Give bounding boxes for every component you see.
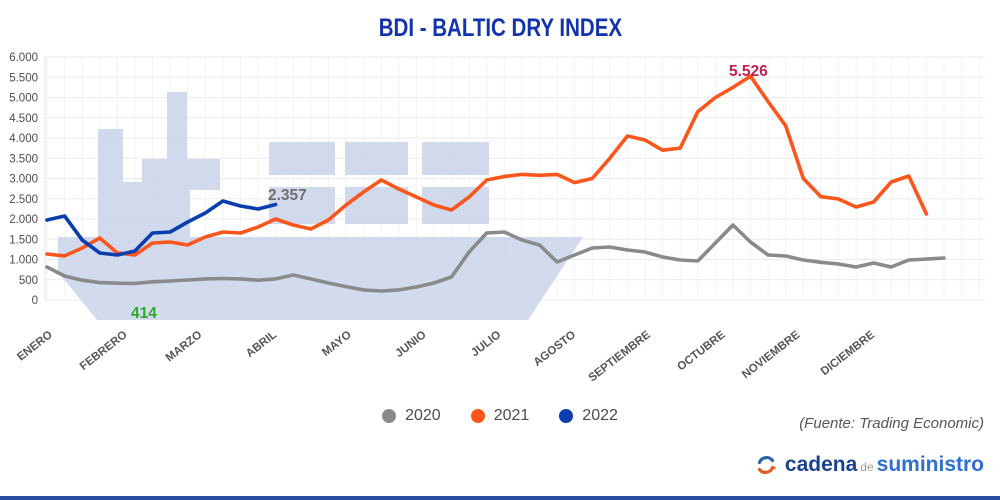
y-axis-tick-label: 2.500: [9, 194, 38, 206]
series-line-2022: [45, 199, 278, 257]
legend: 2020 2021 2022: [0, 407, 1000, 425]
x-axis-tick-label: SEPTIEMBRE: [587, 329, 654, 385]
title-wrap: BDI - BALTIC DRY INDEX: [0, 14, 1000, 43]
legend-label-2022: 2022: [582, 407, 618, 424]
x-axis-tick-label: DICIEMBRE: [819, 329, 877, 378]
legend-item-2021[interactable]: 2021: [470, 407, 530, 425]
y-axis-tick-label: 3.500: [9, 153, 38, 165]
y-axis-tick-label: 5.000: [9, 93, 38, 105]
x-axis-tick-label: MAYO: [320, 329, 354, 359]
annotation-5.526: 5.526: [729, 63, 768, 80]
logo-text-cadena: cadena: [784, 453, 858, 476]
x-axis-tick-label: FEBRERO: [78, 329, 130, 373]
y-axis-tick-label: 500: [19, 275, 38, 287]
logo-text-de: de: [860, 460, 874, 474]
y-axis-tick-label: 6.000: [9, 52, 38, 64]
legend-item-2022[interactable]: 2022: [559, 407, 618, 425]
x-axis-tick-label: JUNIO: [394, 329, 429, 360]
y-axis: 0 500 1.000 1.500 2.000 2.500 3.000 3.500 4.000 4…: [9, 52, 38, 307]
x-axis-tick-label: ENERO: [15, 329, 55, 364]
ship-bridge-tower: [98, 129, 123, 237]
ship-container: [345, 187, 408, 224]
y-axis-tick-label: 1.000: [9, 255, 38, 267]
legend-item-2020[interactable]: 2020: [382, 407, 441, 425]
x-axis-tick-label: ABRIL: [244, 329, 279, 360]
ship-container: [422, 142, 489, 175]
logo-text-suministro: suministro: [876, 453, 984, 476]
legend-dot-2020: [382, 409, 397, 423]
chart-title: BDI - BALTIC DRY INDEX: [378, 14, 622, 42]
source-note: (Fuente: Trading Economic): [799, 415, 984, 432]
x-axis: ENERO FEBRERO MARZO ABRIL MAYO JUNIO JULIO AGOS…: [15, 329, 877, 385]
ship-bridge-deck: [142, 159, 220, 190]
ship-container: [345, 142, 408, 175]
annotation-414: 414: [131, 305, 157, 322]
series-line-2021: [45, 74, 929, 258]
ship-container: [269, 142, 335, 175]
x-axis-tick-label: MARZO: [164, 329, 205, 364]
refresh-circle-icon: [757, 456, 776, 474]
x-axis-tick-label: NOVIEMBRE: [740, 329, 803, 382]
x-axis-tick-label: JULIO: [469, 329, 503, 359]
annotation-2.357: 2.357: [268, 187, 307, 204]
ship-bridge-step: [123, 182, 142, 237]
ship-watermark: [58, 92, 583, 320]
ship-bridge-lower: [142, 190, 190, 237]
x-axis-tick-label: AGOSTO: [532, 329, 579, 369]
series-line-2020: [45, 223, 946, 293]
legend-dot-2022: [559, 409, 574, 423]
y-axis-tick-label: 4.500: [9, 113, 38, 125]
x-axis-tick-label: OCTUBRE: [675, 329, 727, 374]
bottom-accent-bar: [0, 496, 1000, 500]
y-axis-tick-label: 4.000: [9, 133, 38, 145]
ship-hull: [58, 237, 583, 320]
ship-funnel: [167, 92, 187, 159]
logo-link[interactable]: cadena de suministro: [755, 453, 984, 477]
y-axis-tick-label: 0: [32, 295, 38, 307]
legend-label-2020: 2020: [405, 407, 441, 424]
y-axis-tick-label: 5.500: [9, 72, 38, 84]
legend-dot-2021: [470, 409, 485, 423]
ship-container: [269, 187, 335, 224]
y-axis-tick-label: 2.000: [9, 214, 38, 226]
y-axis-tick-label: 3.000: [9, 174, 38, 186]
y-axis-tick-label: 1.500: [9, 234, 38, 246]
legend-label-2021: 2021: [493, 407, 530, 424]
